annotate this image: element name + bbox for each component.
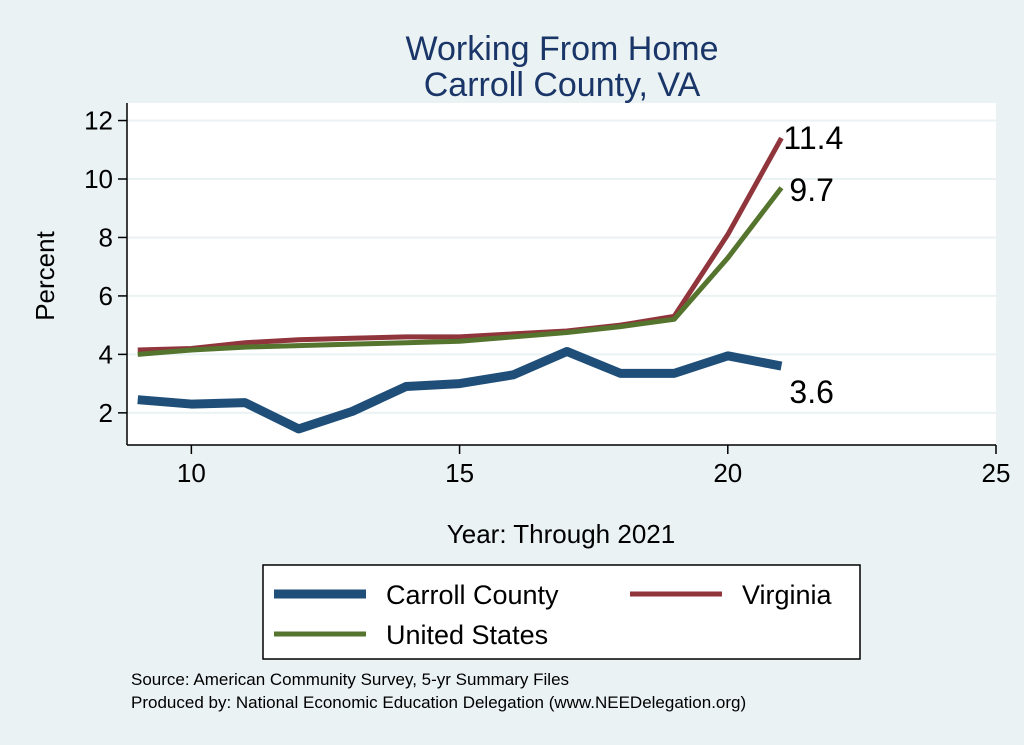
end-label-united-states: 9.7 xyxy=(789,172,833,208)
end-label-virginia: 11.4 xyxy=(783,120,843,156)
y-tick-label: 6 xyxy=(99,281,113,311)
plot-area xyxy=(127,103,996,445)
x-ticks: 10 15 20 25 xyxy=(177,445,1011,488)
series-line-carroll-county xyxy=(137,346,783,434)
x-tick-label: 20 xyxy=(713,458,742,488)
y-tick-label: 4 xyxy=(99,339,113,369)
legend-label-virginia: Virginia xyxy=(742,580,833,610)
legend-box xyxy=(262,564,861,660)
y-tick-label: 8 xyxy=(99,222,113,252)
x-tick-label: 15 xyxy=(445,458,474,488)
source-note: Source: American Community Survey, 5-yr … xyxy=(131,670,569,689)
legend: Carroll County Virginia United States xyxy=(262,564,861,660)
axes xyxy=(126,103,996,446)
y-ticks: 2 4 6 8 10 12 xyxy=(84,106,127,428)
series-line-united-states xyxy=(137,186,784,357)
y-axis-label: Percent xyxy=(30,230,60,320)
end-labels: 3.6 11.4 9.7 xyxy=(783,120,843,410)
chart-title-line-2: Carroll County, VA xyxy=(424,66,701,104)
end-label-carroll-county: 3.6 xyxy=(789,374,833,410)
gridlines xyxy=(127,119,996,414)
legend-label-carroll-county: Carroll County xyxy=(386,580,559,610)
x-axis-label: Year: Through 2021 xyxy=(447,519,675,549)
x-tick-label: 25 xyxy=(982,458,1011,488)
y-tick-label: 2 xyxy=(99,398,113,428)
chart-title-line-1: Working From Home xyxy=(406,30,719,68)
y-tick-label: 10 xyxy=(84,164,113,194)
legend-label-united-states: United States xyxy=(386,620,548,650)
y-tick-label: 12 xyxy=(84,106,113,136)
producer-note: Produced by: National Economic Education… xyxy=(131,693,746,712)
series-lines xyxy=(137,136,784,434)
x-tick-label: 10 xyxy=(177,458,206,488)
